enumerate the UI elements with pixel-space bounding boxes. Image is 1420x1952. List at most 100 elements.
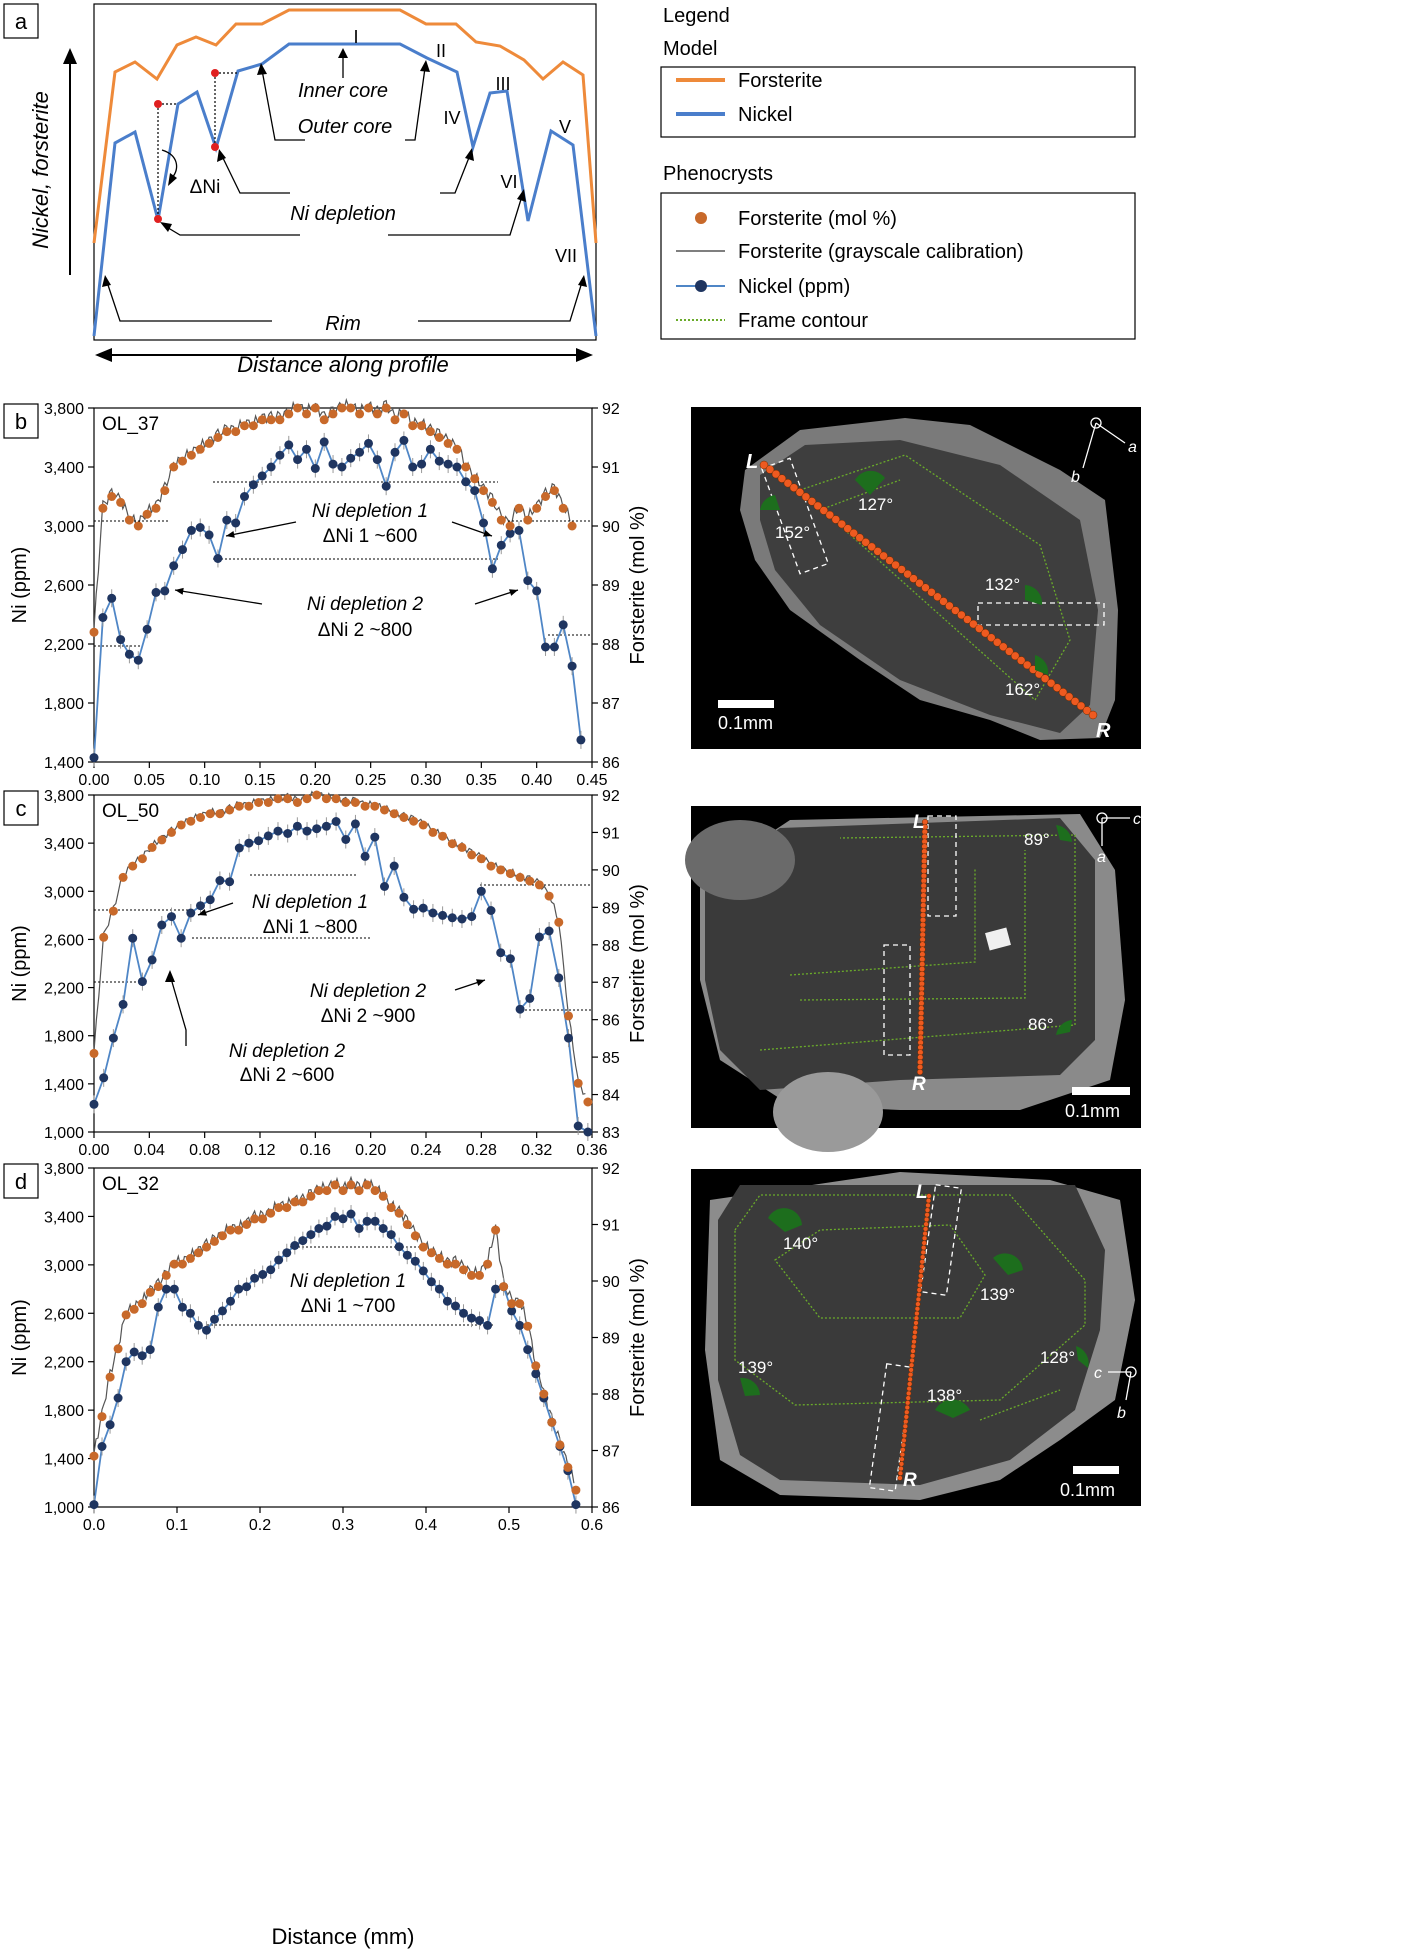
panel-b-nickel-point — [390, 447, 400, 457]
panel-a-letter-box — [3, 3, 39, 39]
panel-b-nickel-point — [284, 440, 294, 450]
profile-point — [919, 1259, 925, 1265]
panel-b-nickel-point — [98, 613, 108, 622]
profile-point — [1076, 701, 1086, 711]
panel-d-nickel-point — [378, 1224, 388, 1233]
panel-b-y2-tick-label: 91 — [602, 460, 620, 477]
panel-c-y2-tick-label: 86 — [602, 1013, 620, 1030]
panel-c-nickel-point — [409, 904, 419, 914]
panel-c-annotation-leader — [169, 974, 187, 1046]
profile-point — [923, 1216, 930, 1223]
panel-d-nickel-point — [338, 1214, 348, 1224]
panel-c-y2-tick-label: 91 — [602, 825, 620, 842]
panel-b-nickel-point — [195, 523, 205, 532]
panel-b-annotation-arrow — [174, 589, 263, 605]
profile-point — [903, 569, 912, 579]
profile-point — [951, 606, 960, 615]
panel-d-nickel-point — [362, 1216, 372, 1226]
panel-c-y2-tick-label: 92 — [602, 788, 620, 805]
panel-d-nickel-point — [161, 1284, 171, 1294]
profile-point — [921, 1235, 928, 1241]
panel-c-forsterite-point — [564, 1011, 573, 1021]
delta-ni-curved-arrow — [161, 149, 178, 179]
panel-b-y2-tick-label: 87 — [602, 696, 620, 713]
profile-point — [922, 1226, 929, 1232]
panel-d-forsterite-point — [177, 1259, 187, 1269]
panel-b-forsterite-point — [461, 462, 471, 472]
panel-b-y2-tick-label: 92 — [602, 401, 620, 418]
panel-d-forsterite-point — [145, 1287, 155, 1297]
micrograph-d-angle-3: 128° — [1040, 1348, 1075, 1367]
panel-c-nickel-point — [418, 903, 428, 913]
profile-point — [908, 1362, 915, 1368]
panel-c-forsterite-point — [370, 801, 380, 811]
panel-c-forsterite-point — [108, 906, 118, 916]
micrograph-b-profile — [759, 460, 1098, 720]
ni-depletion-arrowhead-1 — [217, 149, 226, 162]
panel-b-sample-title: OL_37 — [102, 414, 159, 435]
rim-leader-left — [106, 281, 272, 322]
panel-d-annotation-text: Ni depletion 1 — [290, 1271, 406, 1292]
panel-d-nickel-point — [515, 1320, 525, 1330]
outer-core-leader-left — [261, 69, 305, 141]
panel-c-nickel-point — [234, 843, 244, 853]
profile-point — [945, 601, 954, 611]
panel-d-nickel-point — [298, 1236, 308, 1246]
panel-b-y-tick-label: 2,600 — [44, 578, 84, 595]
panel-b-nickel-point — [107, 593, 117, 603]
roman-I: I — [353, 27, 358, 47]
profile-point — [905, 1395, 911, 1401]
panel-c-x-tick-label: 0.04 — [134, 1142, 165, 1159]
panel-d-forsterite-point — [210, 1236, 219, 1246]
panel-b-nickel-point — [470, 486, 480, 496]
panel-b-nickel-point — [558, 620, 568, 630]
panel-b-nickel-point — [178, 545, 187, 555]
profile-point — [909, 574, 918, 583]
panel-d-nickel-point — [306, 1230, 316, 1240]
panel-b-nickel-point — [425, 444, 435, 454]
panel-d-forsterite-point — [362, 1180, 372, 1190]
panel-b-forsterite-point — [266, 415, 276, 425]
panel-a-x-arrowhead-right — [576, 348, 593, 362]
panel-d-forsterite-point — [169, 1259, 179, 1269]
micrograph-d-angle-wedge-5 — [935, 1399, 970, 1418]
micrograph-d-frame-contour — [734, 1194, 1086, 1421]
panel-c-forsterite-point — [525, 876, 535, 886]
panel-d-nickel-point — [105, 1420, 115, 1430]
profile-point — [765, 465, 775, 474]
micrograph-c-angle-1: 89° — [1024, 830, 1050, 849]
panel-b-y-tick-label: 2,200 — [44, 637, 84, 654]
panel-b-forsterite-point — [319, 415, 329, 425]
panel-d-nickel-point — [346, 1209, 356, 1219]
micrograph-b-scale-label: 0.1mm — [718, 713, 773, 733]
panel-d-nickel-point — [467, 1313, 476, 1323]
panel-b-nickel-point — [514, 525, 524, 535]
panel-d-forsterite-point — [418, 1242, 428, 1252]
panel-c-nickel-point — [438, 910, 448, 920]
panel-b-x-tick-label: 0.25 — [355, 772, 386, 789]
panel-c-nickel-point — [244, 838, 254, 848]
panel-c-forsterite-point — [167, 827, 176, 837]
panel-c-forsterite-point — [196, 813, 205, 822]
panel-c-letter-box — [3, 790, 39, 826]
profile-point — [963, 615, 972, 624]
profile-point — [914, 1310, 920, 1317]
panel-c-nickel-point — [312, 824, 322, 834]
panel-c-forsterite-point — [486, 861, 496, 871]
panel-c-forsterite-point — [389, 809, 399, 819]
profile-point — [819, 506, 829, 515]
panel-d-forsterite-point — [121, 1310, 131, 1320]
panel-b-forsterite-point — [434, 433, 444, 442]
panel-c-forsterite-point — [496, 865, 506, 875]
panel-d-forsterite-point — [113, 1344, 123, 1354]
panel-d-annotation-value: ΔNi 1 ~700 — [301, 1296, 396, 1317]
panel-b-nickel-point — [567, 661, 577, 671]
panel-c-forsterite-point — [118, 872, 128, 882]
panel-b-forsterite-point — [151, 503, 161, 513]
panel-b-forsterite-point — [355, 409, 365, 419]
panel-b-forsterite-point — [541, 492, 550, 501]
panel-c-forsterite-point — [534, 880, 544, 890]
micrograph-b-angle-wedge-1 — [760, 495, 780, 510]
panel-d-nickel-point — [386, 1230, 396, 1240]
panel-d-forsterite-point — [555, 1440, 565, 1450]
